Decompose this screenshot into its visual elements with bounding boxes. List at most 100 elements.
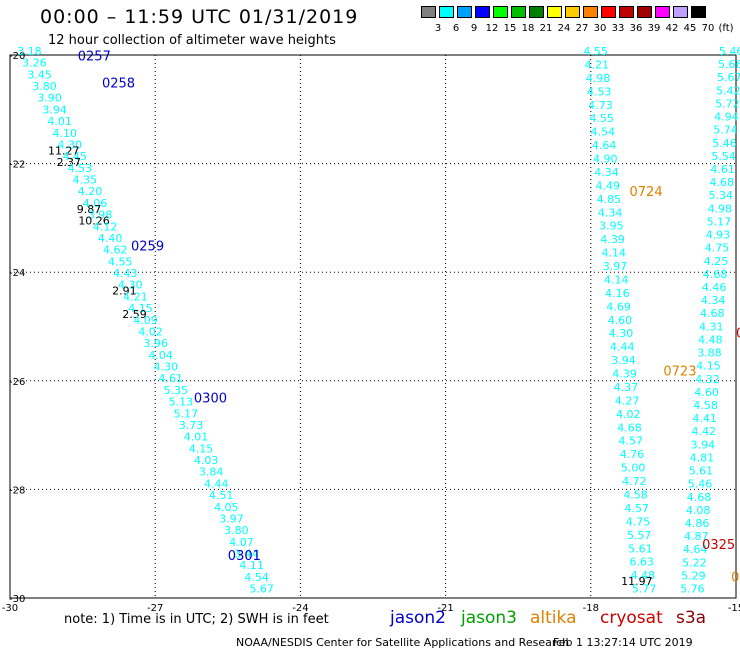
swh-value: 4.54 [591,126,616,139]
swh-value: 4.04 [148,349,173,362]
swh-value: 4.68 [709,176,734,189]
time-label: 072 [731,571,740,586]
swh-value: 3.96 [143,337,168,350]
swh-value: 4.06 [83,197,108,210]
swh-value: 4.75 [705,242,730,255]
legend-label: 39 [647,23,661,34]
swh-value-high: 11.97 [621,575,653,588]
swh-value: 5.35 [164,384,189,397]
legend-swatch [457,6,472,18]
swh-value: 4.31 [699,320,724,333]
legend-label: 18 [521,23,535,34]
swh-value: 4.55 [589,112,614,125]
swh-value: 4.45 [63,150,88,163]
swh-value: 5.61 [628,542,653,555]
legend-swatch [601,6,616,18]
legend-label: 70 [701,23,715,34]
swh-value: 4.15 [128,302,153,315]
map-frame [9,54,737,599]
swh-value: 4.09 [133,314,158,327]
swh-value: 4.49 [595,179,620,192]
swh-value: 4.58 [693,399,718,412]
swh-value: 5.77 [632,583,657,596]
swh-value: 4.34 [598,206,623,219]
swh-value: 4.57 [625,502,650,515]
swh-value: 4.85 [597,193,622,206]
time-label: 0258 [102,77,135,92]
swh-value: 4.32 [695,373,720,386]
lon-tick-label: -15 [728,603,740,614]
legend-label: 30 [593,23,607,34]
swh-value: 3.94 [611,354,636,367]
lat-tick-label: -28 [9,485,25,496]
swh-value: 4.87 [684,530,709,543]
swh-value: 4.16 [605,287,630,300]
satellite-legend-item: altika [530,608,577,628]
legend-swatch [511,6,526,18]
legend-label: 24 [557,23,571,34]
swh-value: 3.94 [42,103,67,116]
swh-value: 3.80 [32,80,57,93]
swh-value: 5.17 [174,407,199,420]
swh-value: 5.42 [716,84,740,97]
swh-value: 4.68 [687,491,712,504]
swh-value: 3.18 [17,45,42,58]
time-label: 0325 [702,538,735,553]
swh-value: 4.53 [587,85,612,98]
swh-value: 4.73 [588,99,613,112]
swh-value: 4.55 [583,45,608,58]
swh-value: 4.44 [610,341,635,354]
swh-value: 4.07 [229,536,254,549]
swh-value: 5.67 [249,583,274,596]
swh-value: 4.75 [626,515,651,528]
swh-value: 3.95 [599,220,624,233]
swh-value: 4.15 [696,360,721,373]
legend-swatch [565,6,580,18]
swh-value: 4.15 [189,442,214,455]
swh-value: 4.30 [118,279,143,292]
legend-label: 12 [485,23,499,34]
legend-swatch [583,6,598,18]
legend-label: 9 [470,23,478,34]
swh-value: 6.63 [629,556,654,569]
swh-value: 4.46 [702,281,727,294]
swh-value-high: 10.26 [78,215,110,228]
swh-value: 3.73 [179,419,204,432]
legend-label: 42 [665,23,679,34]
swh-value-high: 9.87 [77,203,102,216]
swh-value: 5.67 [717,71,740,84]
swh-value: 5.46 [719,45,740,58]
lon-tick-label: -21 [437,603,453,614]
swh-value: 4.34 [594,166,619,179]
swh-value: 5.76 [680,583,705,596]
swh-value: 3.26 [22,57,47,70]
legend-label: 45 [683,23,697,34]
swh-value: 4.57 [618,435,643,448]
swh-value: 3.97 [219,512,244,525]
swh-value: 4.94 [714,111,739,124]
time-label: 0724 [630,185,663,200]
swh-value: 4.69 [606,300,631,313]
swh-value: 4.86 [685,517,710,530]
swh-value: 5.66 [718,58,740,71]
swh-value: 4.81 [690,451,715,464]
swh-value: 4.30 [58,138,83,151]
swh-value: 4.34 [701,294,726,307]
swh-value: 4.68 [700,307,725,320]
swh-value: 4.68 [617,421,642,434]
lon-tick-label: -30 [2,603,18,614]
credit-text: NOAA/NESDIS Center for Satellite Applica… [236,636,570,649]
legend-swatch [421,6,436,18]
legend-swatch [637,6,652,18]
swh-value: 4.44 [204,477,229,490]
swh-value: 4.58 [623,488,648,501]
swh-value: 4.39 [612,368,637,381]
legend-swatch [655,6,670,18]
swh-value: 5.57 [627,529,652,542]
legend-label: 36 [629,23,643,34]
swh-value: 3.80 [224,524,249,537]
swh-value: 3.94 [691,438,716,451]
legend-swatch [475,6,490,18]
swh-value: 5.17 [707,215,732,228]
